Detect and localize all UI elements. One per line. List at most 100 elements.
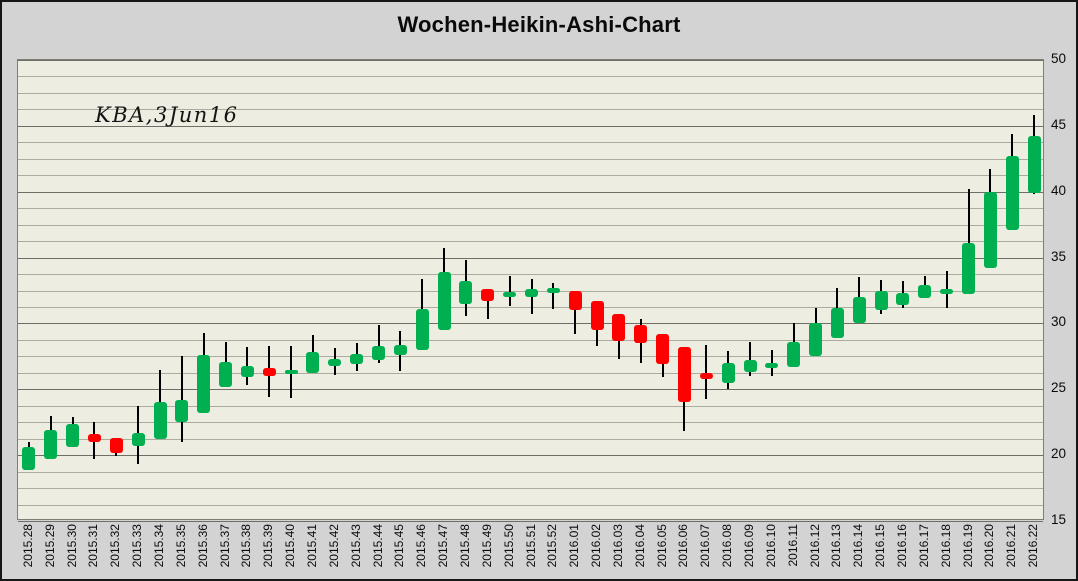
x-axis-label: 2015.48: [457, 524, 472, 568]
candle-body-down-2015.39: [262, 368, 276, 377]
candle-wick: [486, 289, 489, 320]
candle-body-up-2016.14: [852, 297, 866, 324]
candle-body-up-2015.50: [503, 291, 517, 298]
candle-body-down-2016.03: [612, 314, 626, 341]
gridline-minor: [18, 339, 1043, 341]
candle-body-up-2015.43: [350, 353, 364, 365]
gridline-minor: [18, 438, 1043, 440]
candle-body-up-2015.34: [153, 402, 167, 440]
candle-body-up-2016.12: [809, 323, 823, 357]
y-axis-label: 45: [1051, 116, 1067, 132]
gridline-minor: [18, 422, 1043, 424]
gridline-major: [18, 191, 1043, 193]
candle-body-up-2015.38: [240, 365, 254, 378]
gridline-major: [18, 60, 1043, 61]
plot-area: [17, 59, 1044, 522]
gridline-minor: [18, 504, 1043, 506]
candle-wick: [377, 324, 380, 363]
candle-wick: [967, 189, 970, 295]
x-axis-label: 2016.06: [676, 524, 691, 568]
candle-wick: [705, 344, 708, 399]
gridline-minor: [18, 76, 1043, 78]
gridline-minor: [18, 175, 1043, 177]
candle-wick: [180, 356, 183, 442]
candle-wick: [508, 276, 511, 307]
x-axis-label: 2015.39: [261, 524, 276, 568]
x-axis-label: 2016.02: [589, 524, 604, 568]
x-axis-label: 2015.50: [501, 524, 516, 568]
x-axis-label: 2016.19: [960, 524, 975, 568]
gridline-minor: [18, 224, 1043, 226]
y-axis-label: 25: [1051, 380, 1067, 396]
gridline-minor: [18, 92, 1043, 94]
candle-body-up-2016.09: [743, 360, 757, 373]
candle-body-up-2016.18: [940, 289, 954, 295]
candle-body-up-2016.20: [983, 191, 997, 269]
candle-body-down-2016.04: [634, 324, 648, 344]
y-axis-label: 50: [1051, 51, 1067, 66]
x-axis-label: 2016.03: [610, 524, 625, 568]
gridline-minor: [18, 142, 1043, 144]
candle-body-up-2015.41: [306, 352, 320, 374]
x-axis-label: 2016.14: [851, 524, 866, 568]
candle-body-up-2015.47: [437, 272, 451, 330]
x-axis-label: 2015.28: [20, 524, 35, 568]
x-axis-label: 2015.35: [173, 524, 188, 568]
gridline-major: [18, 323, 1043, 325]
candle-body-up-2016.11: [787, 341, 801, 367]
x-axis-label: 2015.43: [348, 524, 363, 568]
gridline-minor: [18, 208, 1043, 210]
x-axis-label: 2015.31: [86, 524, 101, 568]
x-axis-label: 2016.08: [720, 524, 735, 568]
gridline-minor: [18, 372, 1043, 374]
x-axis-label: 2015.47: [436, 524, 451, 568]
gridline-major: [18, 125, 1043, 127]
x-axis-label: 2016.11: [785, 524, 800, 567]
gridline-minor: [18, 109, 1043, 111]
candle-body-up-2015.52: [546, 287, 560, 294]
x-axis-label: 2016.10: [763, 524, 778, 568]
candle-body-up-2015.30: [66, 423, 80, 448]
candle-body-down-2016.06: [677, 347, 691, 403]
ticker-annotation: KBA,3Jun16: [95, 103, 239, 127]
x-axis-label: 2015.38: [239, 524, 254, 568]
candle-body-up-2015.44: [372, 345, 386, 361]
candle-body-down-2016.02: [590, 301, 604, 330]
candle-body-up-2015.28: [22, 447, 36, 470]
y-axis-label: 20: [1051, 446, 1067, 462]
chart-title: Wochen-Heikin-Ashi-Chart: [397, 12, 681, 37]
candle-body-up-2015.36: [197, 355, 211, 413]
candle-body-up-2015.37: [219, 361, 233, 387]
candle-body-up-2015.29: [44, 430, 58, 460]
candle-body-up-2016.21: [1005, 156, 1019, 230]
x-axis-label: 2016.22: [1026, 524, 1041, 568]
y-axis-label: 40: [1051, 182, 1067, 198]
candle-body-up-2016.17: [918, 285, 932, 299]
y-axis-label: 30: [1051, 314, 1067, 330]
x-axis-label: 2015.29: [42, 524, 57, 568]
x-axis-label: 2016.18: [938, 524, 953, 568]
x-axis-label: 2016.21: [1004, 524, 1019, 568]
gridline-minor: [18, 158, 1043, 160]
candle-body-up-2015.42: [328, 358, 342, 366]
candle-wick: [749, 341, 751, 377]
candle-wick: [770, 349, 773, 377]
candle-body-up-2016.22: [1027, 136, 1041, 194]
candle-body-up-2015.46: [415, 308, 429, 350]
candle-body-up-2016.10: [765, 362, 779, 369]
candle-body-up-2016.08: [721, 362, 735, 383]
gridline-minor: [18, 405, 1043, 407]
candle-wick: [552, 282, 555, 309]
gridline-major: [18, 521, 1043, 522]
x-axis-label: 2015.32: [108, 524, 123, 568]
x-axis-label: 2016.07: [698, 524, 713, 568]
x-axis-label: 2016.20: [982, 524, 997, 568]
gridline-major: [18, 455, 1043, 457]
x-axis-label: 2016.16: [894, 524, 909, 568]
gridline-minor: [18, 241, 1043, 243]
gridline-minor: [18, 471, 1043, 473]
candle-body-down-2016.05: [656, 333, 670, 365]
x-axis-label: 2015.41: [304, 524, 319, 568]
candle-body-down-2015.49: [481, 289, 495, 302]
x-axis-label: 2016.17: [916, 524, 931, 568]
